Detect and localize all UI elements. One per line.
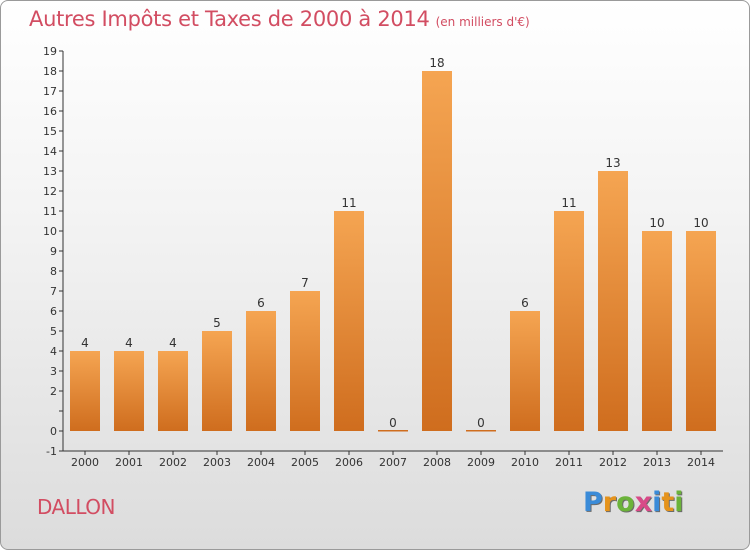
x-tick-label: 2007: [379, 456, 407, 469]
data-label: 10: [649, 216, 664, 230]
data-label: 6: [521, 296, 529, 310]
bar: [466, 430, 496, 432]
x-tick-label: 2002: [159, 456, 187, 469]
data-label: 5: [213, 316, 221, 330]
y-tick-label: 11: [43, 205, 57, 218]
y-tick-label: 19: [43, 45, 57, 58]
chart-data-labels: 4 4 4 5 6 7 11 0 18 0 6 11 13 10 10: [81, 56, 708, 430]
commune-name: DALLON: [37, 495, 116, 519]
bar: [114, 351, 144, 431]
y-tick-label: 18: [43, 65, 57, 78]
x-tick-label: 2009: [467, 456, 495, 469]
bar: [554, 211, 584, 431]
logo-letter: x: [634, 487, 653, 518]
logo-letter: t: [661, 487, 675, 518]
data-label: 4: [125, 336, 133, 350]
x-tick-label: 2010: [511, 456, 539, 469]
y-tick-label: 0: [50, 425, 57, 438]
chart-title: Autres Impôts et Taxes de 2000 à 2014 (en…: [29, 7, 530, 31]
data-label: 7: [301, 276, 309, 290]
x-tick-label: 2000: [71, 456, 99, 469]
logo-letter: r: [602, 487, 617, 518]
logo-letter: o: [616, 487, 635, 518]
chart-axes: -1 0 2 3 4 5 6 7 8 9 10 11 12 13 14 15 16 17 18 19 2000 2001 2…: [43, 45, 723, 469]
x-tick-label: 2005: [291, 456, 319, 469]
proxiti-logo: Proxiti: [583, 487, 684, 518]
data-label: 18: [429, 56, 444, 70]
data-label: 11: [561, 196, 576, 210]
data-label: 0: [389, 416, 397, 430]
x-tick-label: 2011: [555, 456, 583, 469]
bar: [378, 430, 408, 432]
chart-title-text: Autres Impôts et Taxes de 2000 à 2014: [29, 7, 430, 31]
chart-bars: [70, 71, 716, 432]
data-label: 13: [605, 156, 620, 170]
logo-letter: i: [652, 487, 662, 518]
data-label: 11: [341, 196, 356, 210]
bar: [70, 351, 100, 431]
chart-subtitle: (en milliers d'€): [435, 15, 530, 29]
y-tick-label: 14: [43, 145, 57, 158]
y-tick-label: 9: [50, 245, 57, 258]
y-tick-label: 2: [50, 385, 57, 398]
data-label: 6: [257, 296, 265, 310]
x-tick-label: 2001: [115, 456, 143, 469]
bar: [158, 351, 188, 431]
y-tick-label: 6: [50, 305, 57, 318]
y-tick-label: 4: [50, 345, 57, 358]
y-tick-label: 17: [43, 85, 57, 98]
y-tick-label: 12: [43, 185, 57, 198]
bar: [202, 331, 232, 431]
data-label: 10: [693, 216, 708, 230]
x-tick-label: 2013: [643, 456, 671, 469]
y-tick-label: 3: [50, 365, 57, 378]
bar: [422, 71, 452, 431]
x-tick-label: 2006: [335, 456, 363, 469]
logo-letter: P: [583, 487, 603, 518]
bar: [290, 291, 320, 431]
bar: [510, 311, 540, 431]
x-tick-label: 2014: [687, 456, 715, 469]
bar: [642, 231, 672, 431]
bar: [246, 311, 276, 431]
x-tick-label: 2012: [599, 456, 627, 469]
y-tick-label: 7: [50, 285, 57, 298]
bar: [334, 211, 364, 431]
y-tick-label: 8: [50, 265, 57, 278]
y-tick-label: 13: [43, 165, 57, 178]
data-label: 4: [81, 336, 89, 350]
x-tick-label: 2004: [247, 456, 275, 469]
y-tick-label: 16: [43, 105, 57, 118]
data-label: 4: [169, 336, 177, 350]
y-tick-label: -1: [46, 445, 57, 458]
bar: [598, 171, 628, 431]
y-tick-label: 10: [43, 225, 57, 238]
bar: [686, 231, 716, 431]
y-tick-label: 15: [43, 125, 57, 138]
y-tick-label: 5: [50, 325, 57, 338]
logo-letter: i: [674, 487, 684, 518]
x-tick-label: 2008: [423, 456, 451, 469]
x-tick-label: 2003: [203, 456, 231, 469]
data-label: 0: [477, 416, 485, 430]
